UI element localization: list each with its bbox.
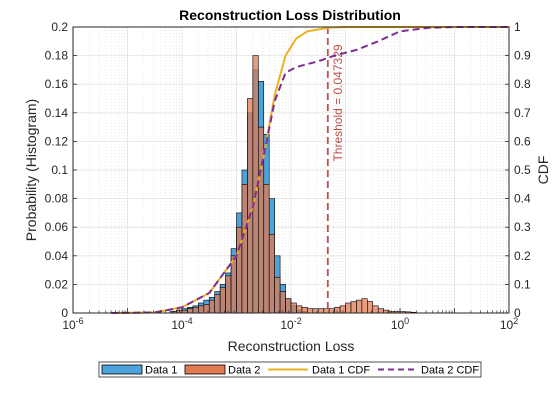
data-2-bar-20 [279,291,286,314]
y-left-tick-label: 0.02 [45,277,69,291]
data-2-bar-8 [214,294,221,314]
y-left-tick-label: 0.14 [45,106,69,120]
y-right-tick-label: 0.9 [514,49,531,63]
y-right-tick-label: 0 [514,306,521,320]
data-2-bar-32 [345,302,352,314]
data-2-bar-13 [241,184,248,314]
data-2-bar-25 [307,308,314,314]
data-2-bar-28 [323,308,330,314]
data-2-bar-37 [372,305,379,314]
data-2-bar-38 [377,308,384,314]
legend-swatch-data-1 [101,364,143,375]
legend-label-data-2-cdf: Data 2 CDF [421,365,479,377]
x-tick-label: 102 [500,316,518,332]
chart-title: Reconstruction Loss Distribution [179,7,401,23]
y-right-tick-label: 0.4 [514,192,531,206]
data-2-bar-5 [198,305,205,314]
data-2-cdf-line [111,26,509,314]
data-2-bar-22 [290,302,297,314]
y-right-tick-label: 1 [514,20,521,34]
data-2-bar-17 [263,184,270,314]
data-2-bar-14 [247,98,254,314]
cdf-lines [111,26,509,314]
y-left-tick-label: 0.04 [45,249,69,263]
legend: Data 1 Data 2 Data 1 CDF Data 2 CDF [98,361,482,378]
y-left-tick-label: 0.08 [45,192,69,206]
x-tick-labels: 10-6 10-4 10-2 100 102 [62,316,518,332]
data-1-cdf-line [116,26,509,314]
y-left-tick-label: 0.06 [45,220,69,234]
y-right-tick-label: 0.5 [514,163,531,177]
data-2-bar-19 [274,276,281,314]
y-left-tick-labels: 0 0.02 0.04 0.06 0.08 0.1 0.12 0.14 0.16 0.18 0.2 [45,20,69,320]
data-2-bar-34 [356,299,363,314]
x-tick-label: 100 [391,316,409,332]
y-right-tick-label: 0.1 [514,277,531,291]
data-2-bar-33 [350,301,357,314]
x-tick-label: 10-6 [62,316,83,332]
y-right-tick-labels: 0 0.1 0.2 0.3 0.4 0.5 0.6 0.7 0.8 0.9 1 [514,20,531,320]
x-tick-label: 10-4 [171,316,192,332]
data-2-bar-27 [317,308,324,314]
axis-ticks [72,26,510,314]
data-2-bar-10 [225,275,232,314]
data-2-bar-26 [312,308,319,314]
y-axis-label-right: CDF [535,156,551,185]
data-2-bar-23 [296,305,303,314]
y-left-tick-label: 0.16 [45,77,69,91]
threshold-group: Threshold = 0.047329 [326,27,345,313]
data-2-bar-3 [187,308,194,314]
major-grid [72,26,510,314]
data-2-bar-35 [361,298,368,314]
y-right-tick-label: 0.2 [514,249,531,263]
y-right-tick-label: 0.8 [514,77,531,91]
data-2-bar-29 [328,308,335,314]
data-2-bar-11 [230,255,237,314]
y-left-tick-label: 0.2 [51,20,68,34]
data-2-bar-7 [208,299,215,314]
plot-area: Threshold = 0.047329 [72,26,510,314]
legend-label-data-2: Data 2 [228,365,260,377]
threshold-label: Threshold = 0.047329 [331,44,345,161]
data-2-bar-24 [301,306,308,314]
y-right-tick-label: 0.7 [514,106,531,120]
x-tick-label: 10-2 [280,316,301,332]
data-2-bar-18 [268,234,275,314]
y-left-tick-label: 0 [61,306,68,320]
y-left-tick-label: 0.18 [45,49,69,63]
histogram-data-2 [170,55,417,314]
data-2-bar-9 [219,286,226,314]
y-right-tick-label: 0.3 [514,220,531,234]
data-2-bar-6 [203,304,210,314]
y-right-tick-label: 0.6 [514,134,531,148]
y-axis-label-left: Probability (Histogram) [23,99,39,241]
data-2-bar-4 [192,306,199,314]
legend-label-data-1-cdf: Data 1 CDF [312,365,370,377]
y-left-tick-label: 0.1 [51,163,68,177]
legend-swatch-data-2 [184,364,226,375]
legend-label-data-1: Data 1 [145,365,177,377]
x-axis-label: Reconstruction Loss [228,338,355,354]
data-2-bar-36 [366,301,374,314]
y-left-tick-label: 0.12 [45,134,69,148]
